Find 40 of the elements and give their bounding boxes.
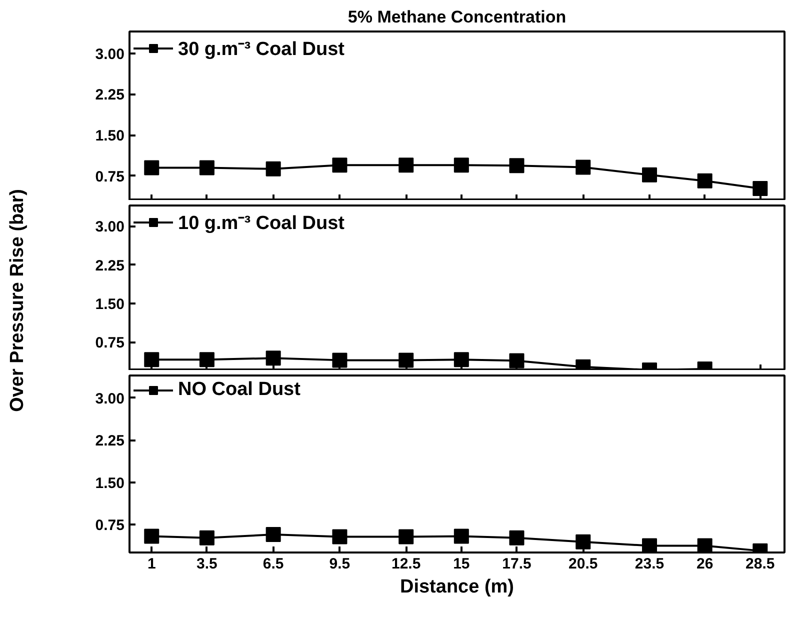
point: [454, 158, 469, 173]
point: [509, 158, 524, 174]
y-tick-label: 1.50: [95, 474, 125, 492]
point: [642, 167, 658, 182]
point: [144, 160, 160, 176]
point: [576, 160, 591, 175]
y-tick-label: 2.25: [95, 257, 125, 274]
point: [332, 158, 348, 173]
legend-label: 30 g.m⁻³ Coal Dust: [178, 38, 344, 61]
x-tick-label: 6.5: [262, 556, 284, 572]
x-tick-label: 23.5: [634, 556, 664, 572]
point: [398, 158, 414, 173]
x-tick-label: 1: [147, 556, 156, 572]
point: [199, 160, 214, 176]
x-tick-label: 26: [696, 556, 714, 572]
y-tick-label: 3.00: [95, 218, 125, 236]
point: [752, 181, 768, 196]
x-tick-label: 3.5: [196, 556, 218, 572]
x-tick-label: 15: [453, 556, 470, 572]
legend-label: NO Coal Dust: [178, 379, 300, 401]
x-tick-label: 20.5: [568, 556, 598, 572]
x-tick-label: 12.5: [392, 556, 421, 572]
point: [697, 173, 712, 188]
y-tick-label: 0.75: [95, 334, 125, 352]
y-tick-label: 1.50: [95, 128, 125, 145]
y-tick-label: 2.25: [95, 86, 125, 104]
x-tick-label: 17.5: [502, 556, 532, 572]
y-tick-label: 3.00: [95, 46, 125, 63]
y-tick-label: 0.75: [95, 168, 125, 186]
point: [266, 161, 281, 176]
y-tick-label: 0.75: [95, 516, 125, 534]
y-tick-label: 3.00: [95, 390, 125, 408]
x-tick-label: 9.5: [329, 556, 350, 572]
legend-label: 10 g.m⁻³ Coal Dust: [178, 212, 344, 235]
y-tick-label: 2.25: [95, 432, 125, 450]
x-axis-title: Distance (m): [400, 576, 514, 598]
y-tick-label: 1.50: [95, 296, 125, 313]
chart-title: 5% Methane Concentration: [348, 8, 566, 26]
y-axis-title: Over Pressure Rise (bar): [7, 189, 28, 412]
x-tick-label: 28.5: [746, 556, 775, 572]
